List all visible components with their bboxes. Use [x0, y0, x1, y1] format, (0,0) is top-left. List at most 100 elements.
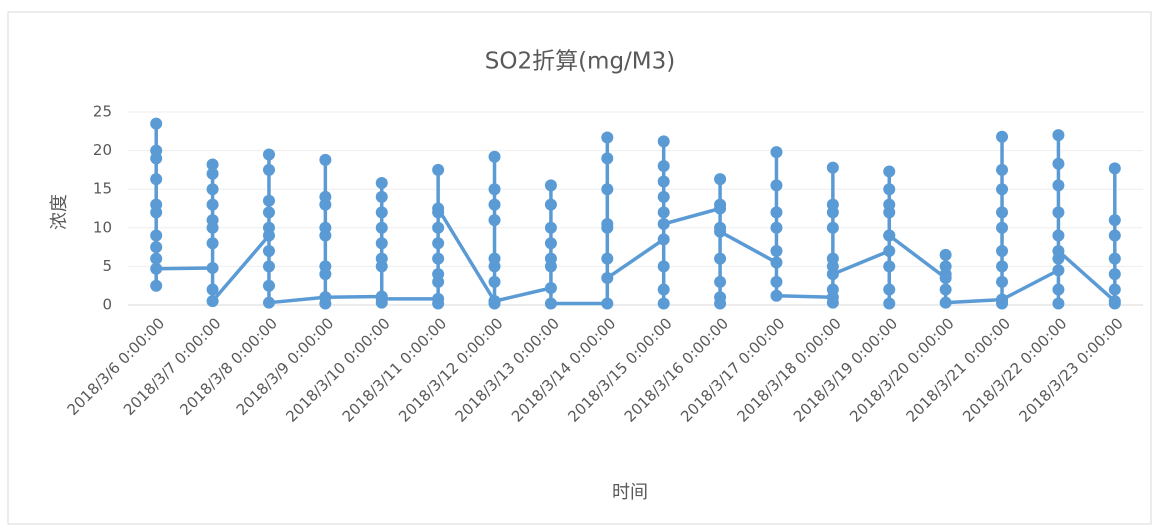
data-point: [206, 283, 219, 296]
data-point: [1052, 244, 1065, 257]
data-point: [319, 268, 332, 281]
data-point: [601, 252, 614, 265]
data-point: [375, 221, 388, 234]
y-tick-label: 5: [102, 257, 112, 275]
data-point: [657, 175, 670, 188]
data-point: [770, 289, 783, 302]
data-point: [1052, 157, 1065, 170]
data-point: [150, 152, 163, 165]
data-point: [150, 229, 163, 242]
data-point: [770, 221, 783, 234]
data-point: [1052, 206, 1065, 219]
data-point: [883, 229, 896, 242]
data-point: [544, 282, 557, 295]
data-point: [206, 295, 219, 308]
data-point: [544, 260, 557, 273]
y-tick-label: 20: [93, 141, 112, 159]
data-point: [150, 173, 163, 186]
y-tick-label: 25: [93, 103, 112, 121]
data-point: [1108, 162, 1121, 175]
data-point: [206, 237, 219, 250]
data-point: [996, 293, 1009, 306]
data-point: [770, 244, 783, 257]
data-point: [657, 283, 670, 296]
data-point: [657, 135, 670, 148]
data-point: [262, 163, 275, 176]
data-point: [544, 179, 557, 192]
data-point: [601, 183, 614, 196]
y-axis-label: 浓度: [49, 194, 70, 230]
data-point: [432, 202, 445, 215]
data-point: [319, 221, 332, 234]
data-point: [939, 283, 952, 296]
data-point: [1052, 283, 1065, 296]
data-point: [150, 241, 163, 254]
data-point: [206, 198, 219, 211]
data-point: [544, 297, 557, 310]
data-point: [319, 291, 332, 304]
data-point: [319, 190, 332, 203]
data-point: [770, 275, 783, 288]
data-point: [1108, 229, 1121, 242]
data-point: [939, 296, 952, 309]
data-point: [883, 297, 896, 310]
data-point: [770, 256, 783, 269]
data-point: [1052, 264, 1065, 277]
y-tick-label: 0: [102, 296, 112, 314]
data-point: [1052, 297, 1065, 310]
data-point: [601, 271, 614, 284]
data-point: [826, 221, 839, 234]
data-point: [375, 206, 388, 219]
data-point: [488, 150, 501, 163]
data-point: [150, 252, 163, 265]
data-point: [432, 237, 445, 250]
data-point: [714, 275, 727, 288]
data-point: [883, 183, 896, 196]
data-point: [262, 260, 275, 273]
data-point: [432, 221, 445, 234]
data-point: [770, 146, 783, 159]
data-point: [1108, 283, 1121, 296]
data-point: [488, 295, 501, 308]
data-point: [262, 279, 275, 292]
data-point: [657, 206, 670, 219]
data-point: [488, 252, 501, 265]
data-point: [150, 117, 163, 130]
data-point: [1108, 214, 1121, 227]
data-point: [601, 131, 614, 144]
data-point: [544, 221, 557, 234]
data-point: [1108, 268, 1121, 281]
data-point: [883, 283, 896, 296]
data-point: [432, 163, 445, 176]
data-point: [262, 221, 275, 234]
data-point: [714, 252, 727, 265]
data-point: [996, 130, 1009, 143]
data-point: [601, 221, 614, 234]
data-point: [319, 153, 332, 166]
x-axis-label: 时间: [612, 482, 648, 503]
data-point: [770, 206, 783, 219]
y-tick-label: 10: [93, 218, 112, 236]
data-point: [939, 248, 952, 261]
data-point: [432, 297, 445, 310]
data-point: [826, 268, 839, 281]
data-point: [714, 225, 727, 238]
data-point: [262, 244, 275, 257]
data-point: [883, 244, 896, 257]
data-point: [544, 237, 557, 250]
data-point: [206, 183, 219, 196]
data-point: [432, 275, 445, 288]
data-point: [714, 297, 727, 310]
data-point: [657, 297, 670, 310]
data-point: [996, 260, 1009, 273]
data-point: [1052, 179, 1065, 192]
data-point: [657, 190, 670, 203]
data-point: [657, 217, 670, 230]
data-point: [939, 268, 952, 281]
data-point: [883, 165, 896, 178]
data-point: [657, 260, 670, 273]
data-point: [488, 183, 501, 196]
data-point: [826, 296, 839, 309]
data-point: [1108, 297, 1121, 310]
